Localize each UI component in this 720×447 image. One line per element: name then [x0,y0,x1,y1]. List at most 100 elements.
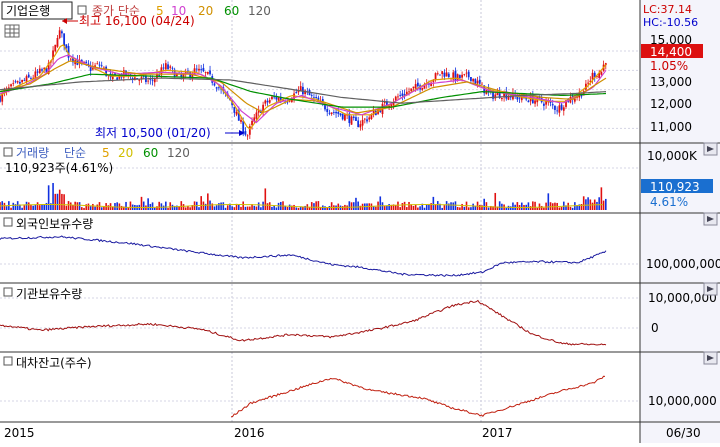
volume-bar [512,202,514,210]
volume-bar [286,207,289,210]
candle-body [339,113,342,116]
volume-bar [549,202,552,210]
volume-checkbox[interactable] [3,147,13,157]
candle-body [467,71,470,78]
volume-bar [169,202,172,210]
volume-bar [56,193,59,210]
candle-body [366,119,368,122]
candle-body [423,84,426,89]
candle-body [61,31,63,34]
volume-bar [10,207,12,210]
scroll-right-icon [707,286,714,292]
candle-body [472,78,475,82]
candle-body [463,73,466,75]
candle-body [604,63,607,66]
volume-bar [436,201,439,210]
volume-bar [264,188,267,210]
candle-body [403,94,406,96]
short-checkbox[interactable] [3,356,13,366]
short-balance-line [230,375,606,418]
candle-body [38,68,41,73]
candle-body [591,72,594,80]
candle-body [587,82,590,84]
candle-body [414,84,417,89]
candle-body [394,96,397,101]
candle-body [206,71,209,74]
ticker-box[interactable] [1,1,73,20]
candle-body [399,95,402,96]
ma-period-5: 5 [156,4,164,18]
volume-bar [394,205,397,210]
candle-body [237,110,240,121]
candle-body [246,135,249,137]
candle-body [89,66,92,71]
foreign-checkbox[interactable] [3,217,13,227]
x-tick-2017: 2017 [482,426,513,440]
volume-bar [142,201,145,210]
candle-body [45,68,48,73]
ma-line-20 [0,60,607,114]
volume-bar [425,204,428,210]
candle-body [14,81,17,83]
volume-bar [326,207,329,210]
volume-bar [229,203,231,210]
volume-bar [189,207,191,210]
candle-body [12,82,15,84]
volume-bar [218,203,220,210]
grid-toggle-icon[interactable] [4,24,20,38]
volume-bar [598,197,600,210]
volume-bar [297,207,300,210]
volume-bar [463,206,466,210]
ma-period-10: 10 [171,4,186,18]
volume-bar [235,203,238,210]
candle-body [304,90,307,95]
volume-bar [498,201,501,210]
volume-bar [100,207,103,210]
volume-bar [543,207,545,210]
volume-bar [200,196,202,210]
candle-body [158,74,161,76]
grid-lines [0,0,640,422]
candle-body [372,110,375,115]
volume-bar [255,206,258,210]
volume-bar [240,206,242,210]
candle-body [162,67,165,69]
candle-body [0,95,1,102]
volume-ma-line [0,204,604,208]
candle-body [562,107,565,111]
candle-body [41,69,43,71]
institution-tick: 10,000,000 [648,291,717,305]
volume-bar [89,206,92,210]
x-tick-2016: 2016 [234,426,265,440]
volume-bar [43,204,46,210]
candle-body [63,33,66,46]
candle-body [10,84,12,87]
candle-body [478,79,481,84]
current-price: 14,400 [650,45,692,59]
candle-body [383,101,386,104]
low-arrow-icon [239,130,245,136]
volume-bar [419,206,421,210]
institution-checkbox[interactable] [3,287,13,297]
volume-bar [213,206,216,210]
volume-bar [472,203,474,210]
volume-bar [578,204,581,210]
candle-body [458,75,461,79]
volume-bar [408,201,410,210]
ma-checkbox[interactable] [77,5,87,15]
candle-body [313,97,315,99]
volume-bar [158,201,160,210]
candle-body [405,91,408,96]
volume-tick: 10,000K [647,149,698,163]
volume-bar [182,204,185,210]
volume-bar [509,206,512,210]
candle-body [332,112,335,113]
candle-body [72,57,74,63]
candle-body [352,116,355,118]
candle-body [16,81,19,83]
candle-body [558,105,561,113]
candle-body [317,97,320,102]
candle-body [164,63,167,70]
volume-bar [319,207,322,210]
volume-bar [273,205,275,210]
